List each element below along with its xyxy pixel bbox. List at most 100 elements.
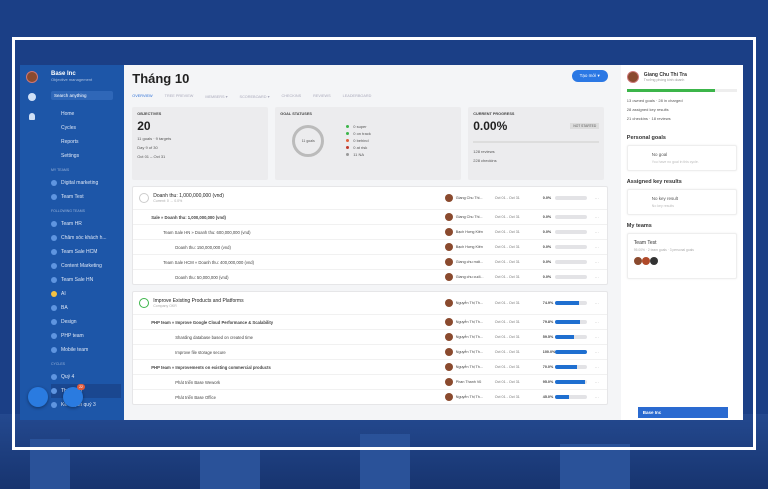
goal-name: Doanh thu: 150,000,000 (vnd) xyxy=(175,244,231,250)
sidebar-item[interactable]: Reports xyxy=(51,135,121,149)
sidebar-item-team[interactable]: Design xyxy=(51,315,121,329)
compass-icon[interactable] xyxy=(28,93,36,101)
status-label: 0 on track xyxy=(353,131,371,136)
sidebar-item[interactable]: Settings xyxy=(51,149,121,163)
goal-row[interactable]: Improve Existing Products and Platforms C… xyxy=(133,292,607,314)
goal-row[interactable]: Doanh thu: 1,000,000,000 (vnd) Current: 0… xyxy=(133,187,607,209)
profile-name: Giang Chu Thi Tra xyxy=(643,72,687,78)
more-icon[interactable]: ··· xyxy=(594,364,599,370)
goal-name: Doanh thu: 1,000,000,000 (vnd) xyxy=(153,193,224,199)
sidebar-item-team[interactable]: Kế hoạch quý 3 xyxy=(51,398,121,412)
more-icon[interactable]: ··· xyxy=(594,300,599,306)
owner-avatar xyxy=(444,299,453,307)
status-item: 11 NA xyxy=(346,152,371,157)
date-range: Oct 01 - Oct 31 xyxy=(494,365,520,369)
team-icon xyxy=(51,319,57,325)
sidebar-item-team[interactable]: Team Test xyxy=(51,190,121,204)
more-icon[interactable]: ··· xyxy=(594,274,599,280)
sidebar-item-team[interactable]: BA xyxy=(51,301,121,315)
goals-donut: 11 goals xyxy=(292,124,325,157)
goal-row[interactable]: Team Sale HCM » Doanh thu: 400,000,000 (… xyxy=(133,254,607,269)
sidebar-item-team[interactable]: Quý 4 xyxy=(51,370,121,384)
sidebar-item-team[interactable]: Mobile team xyxy=(51,343,121,357)
goal-row[interactable]: PHP team » Improvements on existing comm… xyxy=(133,359,607,374)
goal-row[interactable]: Phát triển Base Wework Phan Thanh Vũ Oct 0… xyxy=(133,374,607,389)
sidebar-item-team[interactable]: Content Marketing xyxy=(51,259,121,273)
sidebar-item-team[interactable]: Team HR xyxy=(51,217,121,231)
team-icon xyxy=(51,388,57,394)
date-range: Oct 01 - Oct 31 xyxy=(494,335,520,339)
progress-bar xyxy=(554,215,587,219)
chat-fab[interactable] xyxy=(28,387,48,407)
sidebar-item-team[interactable]: Tháng 10 xyxy=(51,384,121,398)
owner-avatar xyxy=(444,318,453,326)
sidebar-item-label: Reports xyxy=(61,139,79,145)
tasks-fab[interactable]: 22 xyxy=(63,384,85,407)
sidebar-item-team[interactable]: Digital marketing xyxy=(51,176,121,190)
goal-panel: Doanh thu: 1,000,000,000 (vnd) Current: 0… xyxy=(132,186,608,285)
tab[interactable]: CHECKINS xyxy=(281,94,302,98)
sidebar-item-label: Content Marketing xyxy=(61,263,102,269)
chat-bar[interactable]: Base Inc xyxy=(637,407,728,418)
more-icon[interactable]: ··· xyxy=(594,334,599,340)
more-icon[interactable]: ··· xyxy=(594,244,599,250)
tab[interactable]: LEADERBOARD xyxy=(342,94,372,98)
chat-label: Base Inc xyxy=(642,410,662,415)
owner-cell: Giang Chu Thi... xyxy=(444,194,495,202)
sidebar-item-team[interactable]: Team Sale HCM xyxy=(51,245,121,259)
more-icon[interactable]: ··· xyxy=(594,229,599,235)
sidebar-item-team[interactable]: Team Sale HN xyxy=(51,273,121,287)
more-icon[interactable]: ··· xyxy=(594,319,599,325)
owner-cell: Nguyễn Thị Th... xyxy=(444,393,495,401)
more-icon[interactable]: ··· xyxy=(594,214,599,220)
goal-row[interactable]: Team Sale HN » Doanh thu: 600,000,000 (v… xyxy=(133,224,607,239)
goal-name-cell: Improve file storage secure xyxy=(133,350,445,355)
goal-name: Improve Existing Products and Platforms xyxy=(153,298,244,304)
sidebar-item-team[interactable]: AI xyxy=(51,287,121,301)
goal-row[interactable]: Improve file storage secure Nguyễn Thị Th… xyxy=(133,344,607,359)
sidebar-item[interactable]: Cycles xyxy=(51,121,121,135)
more-icon[interactable]: ··· xyxy=(594,349,599,355)
more-icon[interactable]: ··· xyxy=(594,379,599,385)
goal-row[interactable]: PHP team » Improve Google Cloud Performa… xyxy=(133,314,607,329)
user-avatar[interactable] xyxy=(26,71,38,83)
member-avatar xyxy=(641,257,650,265)
tab[interactable]: REVIEWS xyxy=(313,94,331,98)
more-icon[interactable]: ··· xyxy=(594,259,599,265)
more-icon[interactable]: ··· xyxy=(594,195,599,201)
tab[interactable]: TREE PREVIEW xyxy=(164,94,194,98)
status-item: 0 super xyxy=(346,124,371,129)
tab[interactable]: OVERVIEW xyxy=(132,94,153,98)
goal-row[interactable]: Sale » Doanh thu: 1,000,000,000 (vnd) Gia… xyxy=(133,209,607,224)
goal-row[interactable]: Doanh thu: 150,000,000 (vnd) Bạch Hưng Ki… xyxy=(133,239,607,254)
team-stats: 95.00% · 2 team goals · 3 personal goals xyxy=(633,248,694,252)
sidebar-item-label: Team Sale HCM xyxy=(61,249,98,255)
org-name: Base Inc xyxy=(51,71,76,77)
team-icon xyxy=(51,263,57,269)
goal-row[interactable]: Doanh thu: 50,000,000 (vnd) Giang chu cuố… xyxy=(133,269,607,284)
owner-name: Giang Chu Thi... xyxy=(455,196,483,200)
status-dot xyxy=(346,139,350,142)
more-icon[interactable]: ··· xyxy=(594,394,599,400)
tab[interactable]: SCOREBOARD ▾ xyxy=(239,95,270,99)
search-input[interactable]: Search anything xyxy=(51,91,113,100)
progress-percent: 100.0% xyxy=(542,350,556,354)
tab[interactable]: MEMBERS ▾ xyxy=(205,95,228,99)
sidebar-item-team[interactable]: Chăm sóc khách h... xyxy=(51,231,121,245)
bell-icon[interactable] xyxy=(29,113,35,120)
goal-progress-ring xyxy=(139,193,150,203)
member-avatar xyxy=(649,257,658,265)
goal-name: Sharding database based on created time xyxy=(175,334,254,340)
sidebar-item[interactable]: Home xyxy=(51,107,121,121)
create-button[interactable]: Tạo mới ▾ xyxy=(571,70,608,82)
nav-icon xyxy=(51,125,57,131)
goal-name-cell: Sharding database based on created time xyxy=(133,335,445,340)
sidebar: Base Inc Objective management Search anyt… xyxy=(20,65,125,420)
progress-bar xyxy=(554,320,587,324)
goal-row[interactable]: Sharding database based on created time N… xyxy=(133,329,607,344)
team-card[interactable]: Team Test 95.00% · 2 team goals · 3 perso… xyxy=(626,233,737,279)
sidebar-item-team[interactable]: PHP team xyxy=(51,329,121,343)
nav-icon xyxy=(51,111,57,117)
goal-row[interactable]: Phát triển Base Office Nguyễn Thị Th... Oc… xyxy=(133,389,607,404)
progress-fill xyxy=(554,301,579,305)
